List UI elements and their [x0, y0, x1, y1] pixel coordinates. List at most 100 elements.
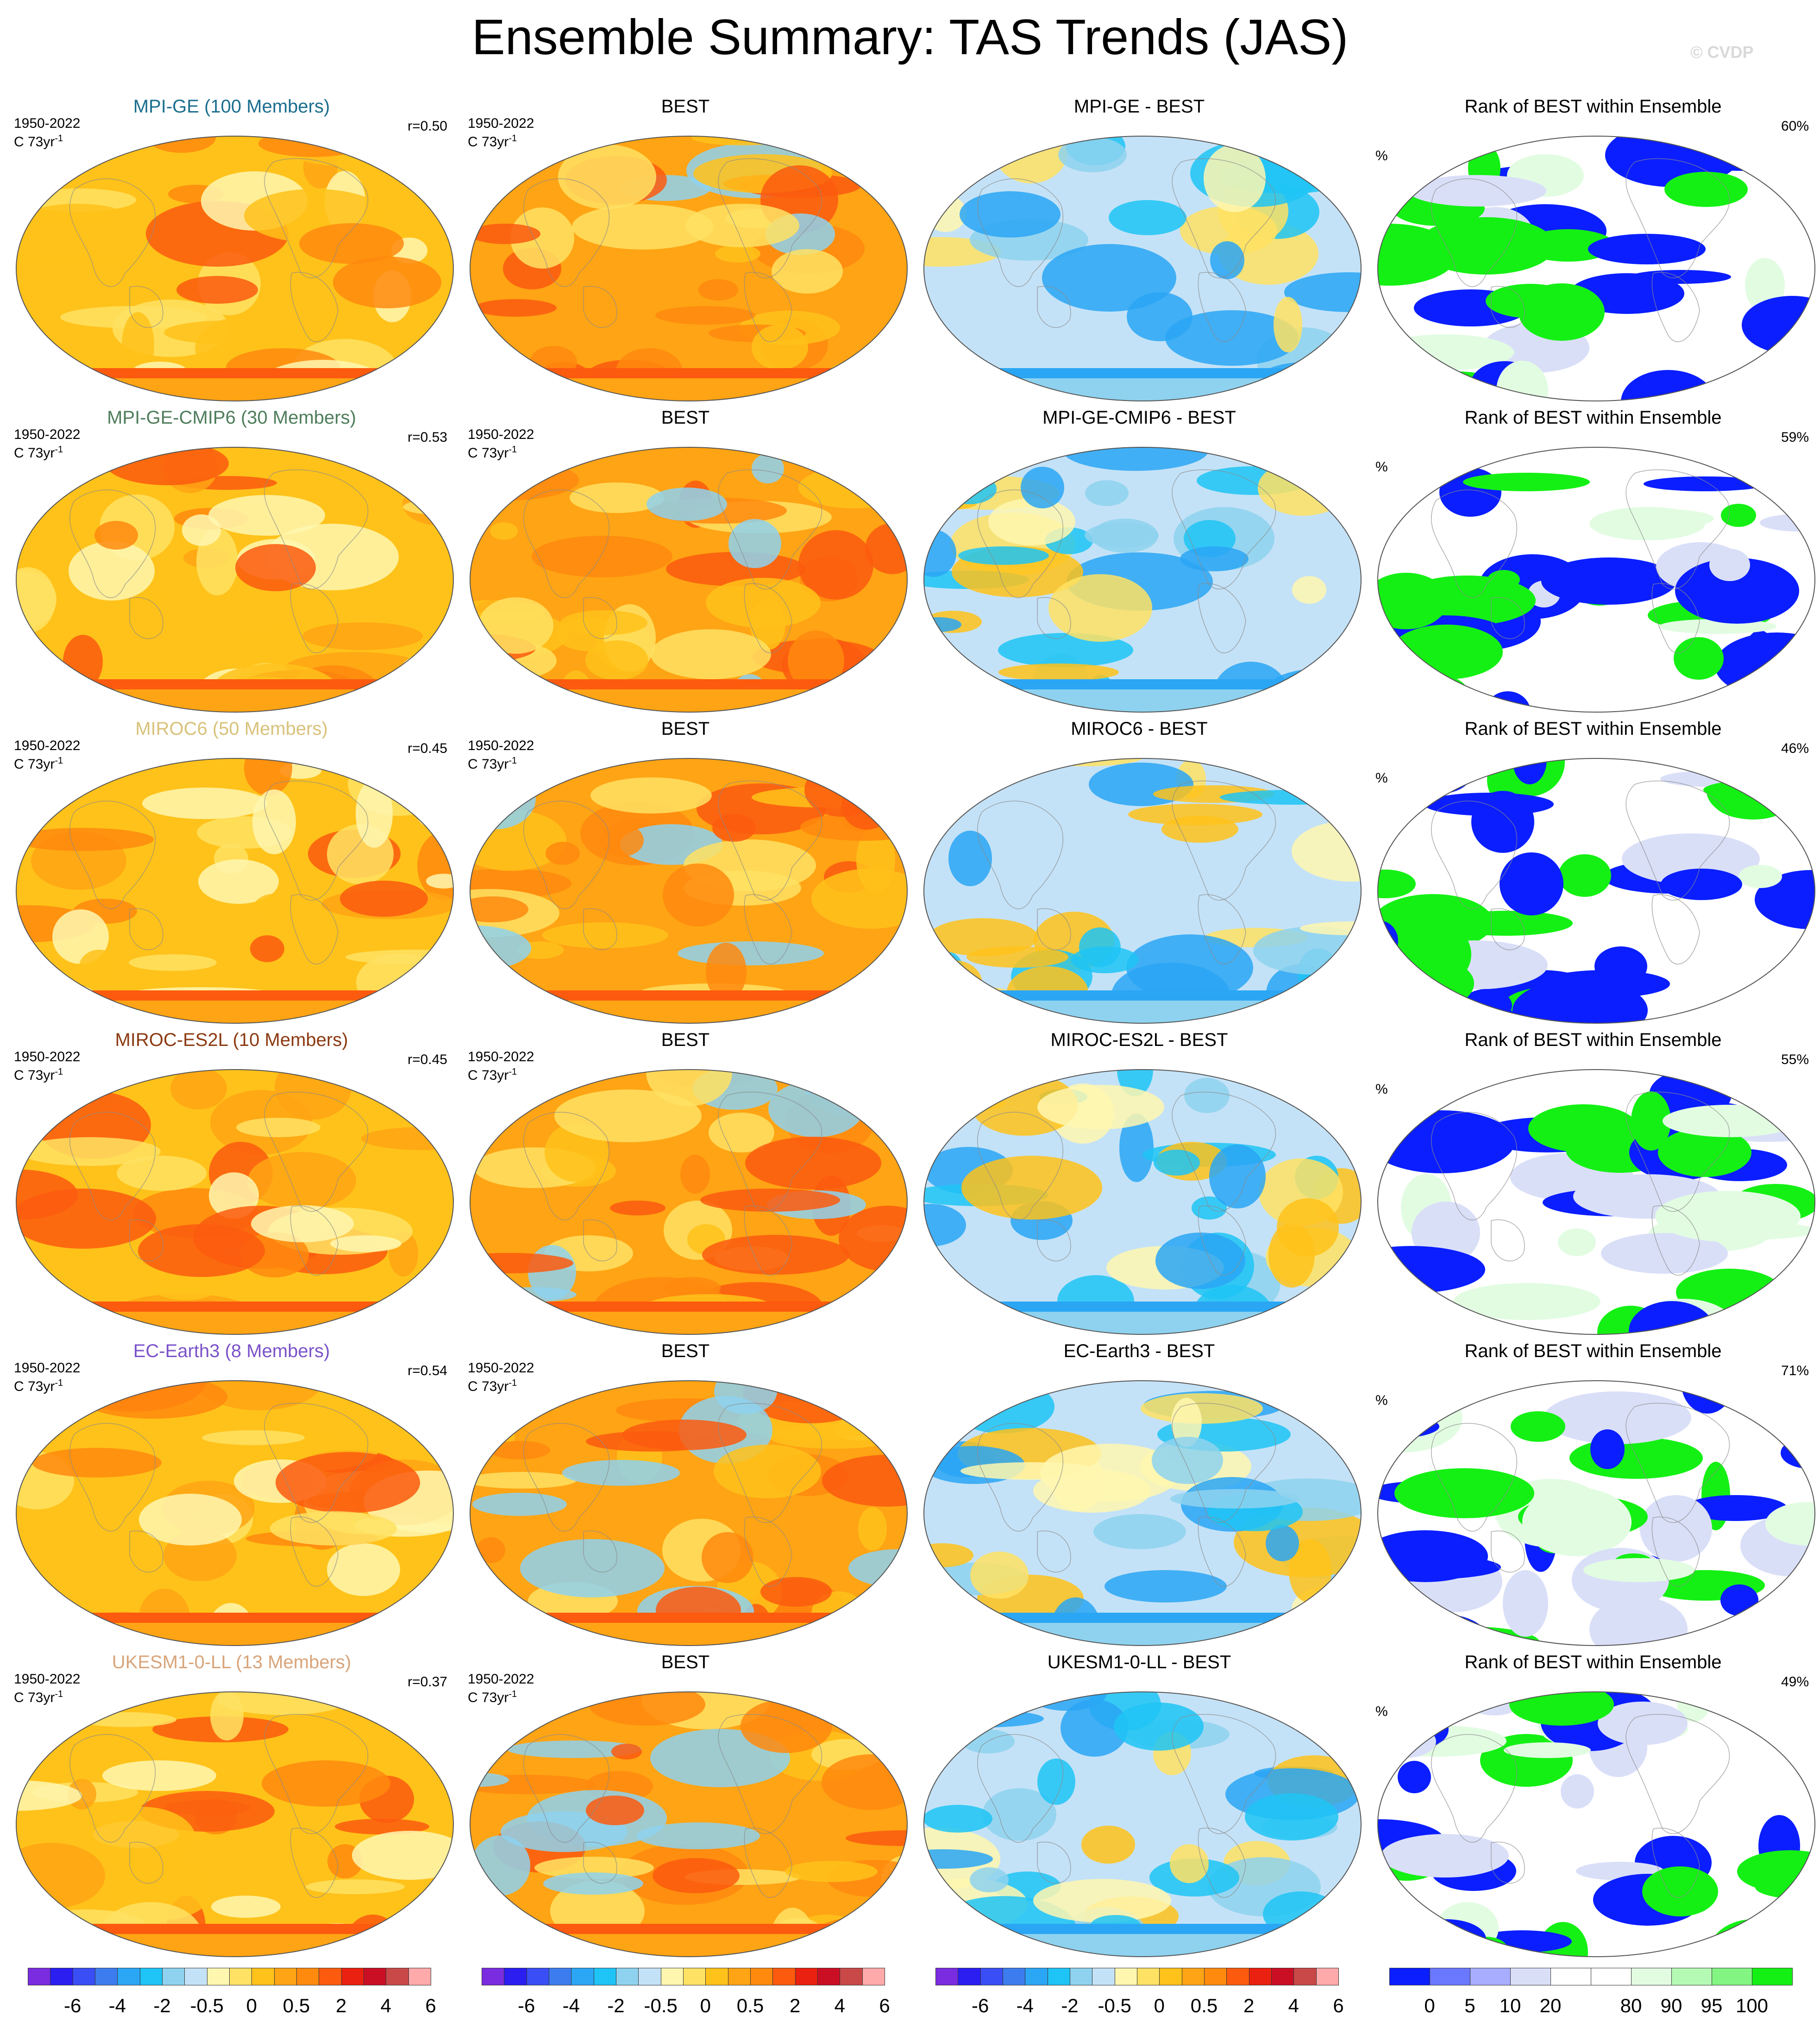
colorbar-swatch — [1047, 1968, 1070, 1985]
colorbar-swatch — [1002, 1968, 1026, 1985]
diff-panel: EC-Earth3 - BEST — [912, 1337, 1366, 1647]
difference-map — [923, 1691, 1362, 1957]
model-trend-map — [16, 136, 454, 401]
colorbar-swatch — [162, 1968, 185, 1985]
panel-title: Rank of BEST within Ensemble — [1464, 1341, 1722, 1361]
colorbar-label: 0 — [700, 1995, 711, 2016]
colorbar-label: 0.5 — [1190, 1995, 1218, 2016]
obs-panel: BEST 1950-2022 C 73yr-1 — [458, 1337, 912, 1647]
units-exponent: -1 — [508, 1689, 517, 1699]
units-exponent: -1 — [55, 444, 63, 455]
period-label: 1950-2022 — [468, 1671, 534, 1687]
colorbar-swatch — [1025, 1968, 1048, 1985]
colorbar-label: 6 — [879, 1995, 890, 2016]
panel-title: BEST — [661, 96, 710, 117]
colorbar-swatch — [408, 1968, 431, 1985]
rank-map — [1377, 1069, 1815, 1335]
colorbar-label: 0.5 — [282, 1995, 310, 2016]
units-exponent: -1 — [508, 444, 517, 455]
colorbar-swatch — [1510, 1968, 1551, 1985]
period-units-label: 1950-2022 C 73yr-1 — [14, 1360, 80, 1394]
panel-title: MPI-GE (100 Members) — [133, 96, 330, 117]
panel-title: BEST — [661, 719, 710, 739]
obs-trend-map — [470, 1691, 908, 1957]
watermark: © CVDP — [1690, 43, 1754, 62]
colorbar-swatch — [683, 1968, 706, 1985]
colorbar-swatch — [817, 1968, 841, 1985]
colorbar-swatches — [1389, 1968, 1793, 1985]
diff-panel: MIROC6 - BEST — [912, 715, 1366, 1025]
colorbar-swatch — [72, 1968, 95, 1985]
difference-map — [923, 1380, 1362, 1646]
pattern-correlation: r=0.45 — [408, 741, 447, 756]
colorbar-swatch — [1181, 1968, 1205, 1985]
units-label: C 73yr — [468, 134, 509, 150]
colorbar-label: -4 — [562, 1995, 580, 2016]
rank-units: % — [1375, 1082, 1388, 1097]
colorbar-label: -0.5 — [1098, 1995, 1131, 2016]
colorbar-swatch — [1136, 1968, 1160, 1985]
colorbar-swatch — [571, 1968, 594, 1985]
colorbar-swatch — [139, 1968, 163, 1985]
rank-percent: 60% — [1781, 119, 1809, 134]
rank-colorbar: 0 5 10 20 80 90 95 100 — [1389, 1968, 1793, 2028]
units-exponent: -1 — [508, 1067, 517, 1077]
colorbar-label: 2 — [1243, 1995, 1255, 2016]
rank-map — [1377, 758, 1815, 1024]
period-label: 1950-2022 — [14, 1360, 81, 1376]
colorbar-label: 6 — [1333, 1995, 1344, 2016]
colorbar-swatch — [548, 1968, 572, 1985]
units-exponent: -1 — [55, 1689, 63, 1699]
obs-panel: BEST 1950-2022 C 73yr-1 — [458, 1648, 912, 1959]
units-exponent: -1 — [508, 756, 517, 766]
colorbar-label: -6 — [63, 1995, 82, 2016]
difference-map — [923, 758, 1362, 1024]
rank-percent: 46% — [1781, 741, 1809, 756]
colorbar-swatch — [482, 1968, 505, 1985]
trend-colorbar: -6 -4 -2 -0.5 0 0.5 2 4 6 — [935, 1968, 1344, 2028]
colorbar-swatch — [1671, 1968, 1712, 1985]
panel-title: Rank of BEST within Ensemble — [1464, 719, 1722, 739]
colorbar-swatch — [274, 1968, 297, 1985]
colorbar-swatch — [1389, 1968, 1430, 1985]
panel-title: EC-Earth3 (8 Members) — [133, 1341, 330, 1361]
pattern-correlation: r=0.37 — [408, 1674, 447, 1690]
panel-title: MPI-GE-CMIP6 - BEST — [1042, 407, 1236, 428]
units-label: C 73yr — [468, 1068, 509, 1083]
rank-panel: Rank of BEST within Ensemble% 46% — [1366, 715, 1820, 1025]
colorbar-label: -6 — [971, 1995, 989, 2016]
obs-trend-map — [470, 136, 908, 401]
rank-map — [1377, 1691, 1815, 1957]
panel-title: MIROC-ES2L (10 Members) — [115, 1030, 348, 1050]
period-units-label: 1950-2022 C 73yr-1 — [14, 738, 80, 772]
rank-map — [1377, 447, 1815, 713]
rank-panel: Rank of BEST within Ensemble% 49% — [1366, 1648, 1820, 1959]
trend-colorbar: -6 -4 -2 -0.5 0 0.5 2 4 6 — [482, 1968, 890, 2028]
colorbar-label: 4 — [1288, 1995, 1299, 2016]
colorbar-swatch — [593, 1968, 616, 1985]
units-exponent: -1 — [55, 756, 63, 766]
rank-panel: Rank of BEST within Ensemble% 60% — [1366, 93, 1820, 403]
colorbar-swatch — [1226, 1968, 1249, 1985]
rank-panel: Rank of BEST within Ensemble% 59% — [1366, 404, 1820, 714]
panel-title: BEST — [661, 1652, 710, 1672]
panel-title: UKESM1-0-LL (13 Members) — [112, 1652, 351, 1672]
model-trend-map — [16, 1069, 454, 1335]
period-label: 1950-2022 — [14, 116, 81, 131]
diff-panel: MPI-GE - BEST — [912, 93, 1366, 403]
difference-map — [923, 1069, 1362, 1335]
obs-panel: BEST 1950-2022 C 73yr-1 — [458, 93, 912, 403]
colorbar-swatch — [728, 1968, 751, 1985]
colorbar-swatch — [296, 1968, 320, 1985]
panel-title: MPI-GE - BEST — [1073, 96, 1205, 117]
colorbar-swatch — [615, 1968, 639, 1985]
colorbar-swatch — [750, 1968, 773, 1985]
panel-title: UKESM1-0-LL - BEST — [1047, 1652, 1231, 1672]
period-label: 1950-2022 — [14, 1671, 81, 1687]
colorbar-swatch — [207, 1968, 230, 1985]
colorbar-swatch — [660, 1968, 684, 1985]
colorbar-swatch — [795, 1968, 818, 1985]
colorbar-label: 0 — [246, 1995, 257, 2016]
colorbar-label: 0 — [1424, 1995, 1435, 2016]
model-panel: MIROC6 (50 Members) 1950-2022 C 73yr-1 r=0.… — [5, 715, 458, 1025]
